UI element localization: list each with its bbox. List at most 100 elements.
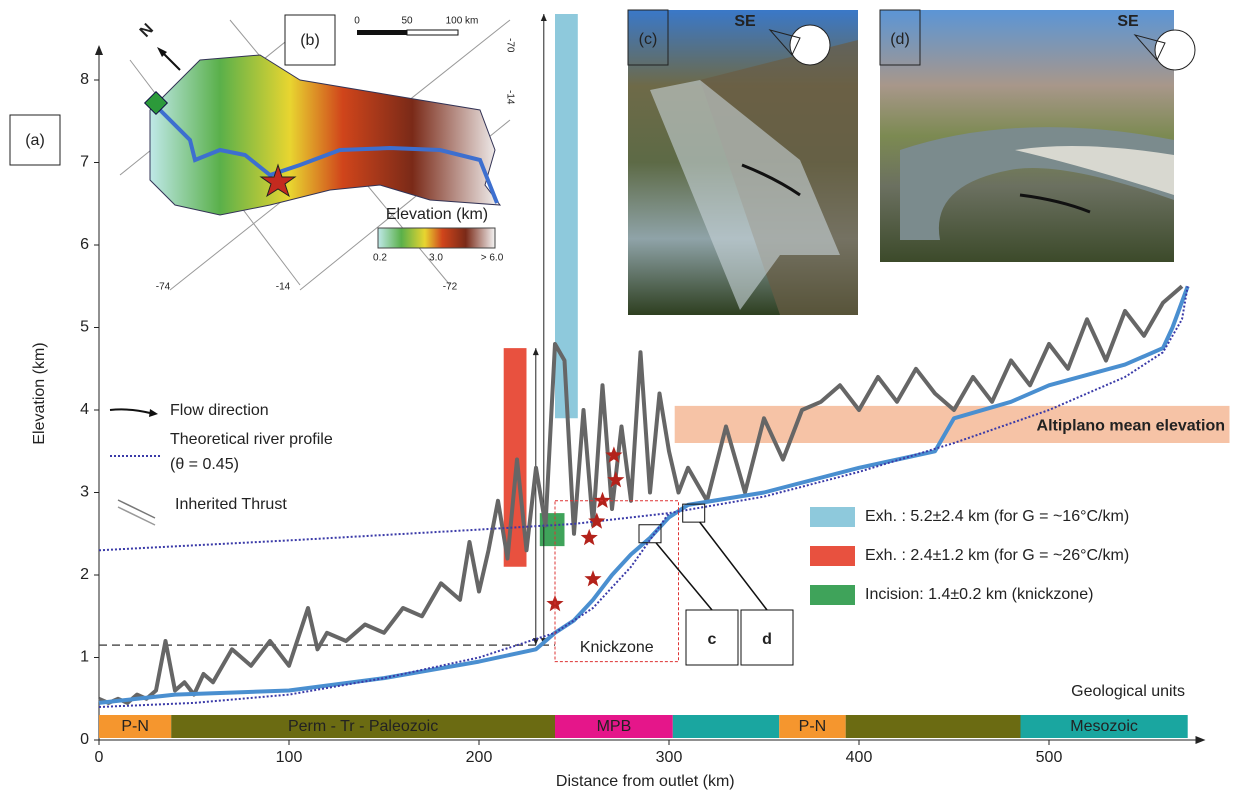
legend-label: (θ = 0.45) bbox=[170, 456, 239, 473]
star bbox=[584, 570, 602, 587]
colorbar-tick: > 6.0 bbox=[481, 253, 504, 264]
site-leader bbox=[699, 521, 768, 611]
x-axis-label: Distance from outlet (km) bbox=[556, 773, 735, 790]
camera-icon bbox=[789, 24, 831, 66]
scale-label: 100 km bbox=[446, 16, 479, 27]
star bbox=[607, 471, 625, 488]
geology-label: P-N bbox=[121, 718, 149, 735]
x-tick-label: 100 bbox=[276, 749, 303, 766]
gravel-bar bbox=[1015, 146, 1174, 195]
x-tick-label: 300 bbox=[656, 749, 683, 766]
legend-label: Incision: 1.4±0.2 km (knickzone) bbox=[865, 586, 1093, 603]
geology-unit bbox=[845, 715, 1021, 738]
panel-box bbox=[879, 9, 921, 66]
line-series bbox=[98, 286, 1189, 552]
star bbox=[605, 446, 623, 463]
scale-bar bbox=[357, 30, 407, 35]
panel-label: (d) bbox=[890, 31, 910, 48]
geology-unit bbox=[171, 715, 555, 738]
legend-label: Flow direction bbox=[170, 402, 269, 419]
photo-c: (c) SE bbox=[627, 9, 858, 315]
arrowhead bbox=[149, 409, 158, 417]
y-tick-label: 6 bbox=[80, 236, 89, 253]
coord-label: -14 bbox=[276, 282, 291, 293]
knickzone-label: Knickzone bbox=[580, 639, 654, 656]
legend-thrust bbox=[117, 506, 156, 526]
geology-label: MPB bbox=[597, 718, 632, 735]
view-cone bbox=[1133, 34, 1166, 61]
coord-label: -72 bbox=[443, 282, 458, 293]
camera-icon bbox=[1154, 29, 1196, 71]
geology-label: P-N bbox=[799, 718, 827, 735]
geology-unit bbox=[555, 715, 673, 738]
direction-label: SE bbox=[1117, 13, 1139, 30]
site-label-box bbox=[685, 609, 739, 666]
site-box bbox=[638, 524, 662, 544]
colorbar bbox=[377, 227, 496, 249]
catchment bbox=[149, 54, 502, 216]
legend-label: Theoretical river profile bbox=[170, 431, 333, 448]
geology-label: Mesozoic bbox=[1070, 718, 1138, 735]
site-label-box bbox=[740, 609, 794, 666]
site-star bbox=[259, 163, 297, 198]
x-tick-label: 200 bbox=[466, 749, 493, 766]
legend-label: Inherited Thrust bbox=[175, 496, 287, 513]
y-tick-label: 4 bbox=[80, 401, 89, 418]
y-tick-label: 5 bbox=[80, 319, 89, 336]
panel-box bbox=[284, 14, 336, 66]
geology-unit bbox=[672, 715, 780, 738]
panel-label: (c) bbox=[639, 31, 658, 48]
legend-swatch bbox=[810, 507, 855, 527]
scale-label: 0 bbox=[354, 16, 360, 27]
y-axis-label: Elevation (km) bbox=[31, 342, 48, 444]
star bbox=[580, 528, 598, 546]
geology-unit bbox=[1020, 715, 1188, 738]
arrowhead bbox=[532, 348, 539, 356]
flow-arrow bbox=[741, 163, 801, 197]
legend-flow-arrow bbox=[109, 408, 151, 414]
colorbar-tick: 0.2 bbox=[373, 253, 387, 264]
x-tick-label: 400 bbox=[846, 749, 873, 766]
star bbox=[593, 491, 612, 508]
site-leader bbox=[655, 542, 713, 611]
line-series bbox=[98, 512, 670, 708]
colorbar-tick: 3.0 bbox=[429, 253, 443, 264]
arrowhead bbox=[540, 14, 547, 21]
coord-label: -14 bbox=[504, 90, 515, 105]
site-box bbox=[682, 503, 706, 523]
range-bar bbox=[555, 14, 578, 419]
x-tick-label: 0 bbox=[95, 749, 104, 766]
panel-box bbox=[627, 9, 669, 66]
coord-label: -74 bbox=[156, 282, 171, 293]
photo-d: (d) SE bbox=[879, 9, 1196, 262]
y-tick-label: 2 bbox=[80, 566, 89, 583]
geology-label: Perm - Tr - Paleozoic bbox=[288, 718, 438, 735]
geology-unit bbox=[99, 715, 172, 738]
arrowhead bbox=[532, 638, 539, 646]
legend-label: Exh. : 5.2±2.4 km (for G = ~16°C/km) bbox=[865, 508, 1129, 525]
legend-swatch bbox=[810, 585, 855, 605]
panel-box bbox=[9, 114, 61, 166]
line-series bbox=[98, 284, 1184, 705]
north-label: N bbox=[137, 21, 157, 41]
direction-label: SE bbox=[734, 13, 756, 30]
coord-label: -70 bbox=[504, 38, 515, 53]
y-axis-arrow bbox=[95, 45, 103, 55]
colorbar-title: Elevation (km) bbox=[386, 206, 488, 223]
x-tick-label: 500 bbox=[1036, 749, 1063, 766]
north-arrowhead bbox=[157, 47, 167, 57]
view-cone bbox=[768, 29, 801, 56]
y-tick-label: 0 bbox=[80, 731, 89, 748]
river bbox=[650, 80, 840, 310]
map-inset: N (b) 0 50 100 km Elevation (km) 0.2 3.0… bbox=[119, 14, 515, 293]
line-series bbox=[98, 285, 1190, 705]
plot: Altiplano mean elevation 0 1 2 3 4 5 6 7 8 0 100 200… bbox=[9, 14, 1230, 790]
panel-label: (a) bbox=[25, 132, 45, 149]
site-label: c bbox=[708, 631, 717, 648]
star bbox=[588, 512, 606, 529]
y-tick-label: 7 bbox=[80, 154, 89, 171]
outlet-marker bbox=[143, 90, 169, 116]
knickzone-box bbox=[554, 500, 679, 663]
band-label: Altiplano mean elevation bbox=[1037, 418, 1225, 435]
